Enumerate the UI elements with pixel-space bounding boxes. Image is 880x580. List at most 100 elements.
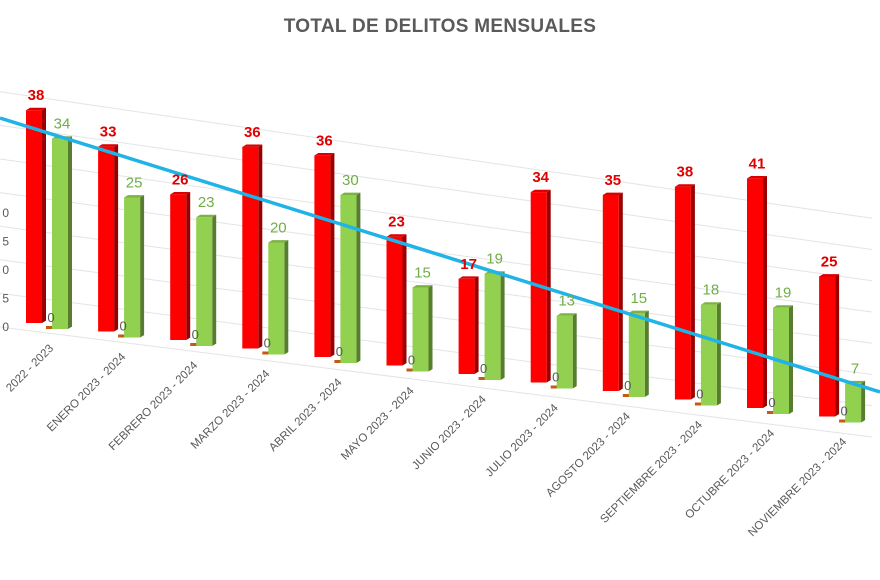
category-label: ENERO 2023 - 2024 bbox=[45, 351, 128, 434]
bar-series-1-top bbox=[386, 234, 407, 237]
bar-series-2-side bbox=[716, 302, 721, 406]
bar-series-2-top bbox=[340, 192, 361, 195]
data-label-series-3: 0 bbox=[480, 361, 487, 376]
bar-series-2-side bbox=[572, 313, 577, 389]
bar-series-2-side bbox=[356, 192, 361, 363]
bar-series-2-side bbox=[68, 136, 72, 329]
bar-series-2-front bbox=[340, 195, 357, 363]
bar-series-1 bbox=[602, 192, 623, 391]
gridline bbox=[0, 124, 873, 251]
bar-series-2-front bbox=[845, 383, 862, 423]
bar-series-1 bbox=[26, 107, 46, 323]
bar-series-1-top bbox=[98, 144, 119, 147]
data-label-series-3: 0 bbox=[47, 310, 54, 325]
bar-series-2-front bbox=[196, 217, 213, 346]
bar-series-1-top bbox=[458, 276, 479, 279]
bar-series-2-front bbox=[412, 287, 429, 372]
bar-series-2 bbox=[845, 380, 866, 423]
bar-series-1-front bbox=[314, 155, 331, 357]
bar-series-2-front bbox=[700, 304, 717, 406]
gridline bbox=[0, 326, 873, 438]
data-label-series-3: 0 bbox=[552, 370, 559, 385]
bar-series-1-top bbox=[819, 274, 840, 277]
data-label-series-2: 19 bbox=[486, 251, 503, 268]
bar-series-2-front bbox=[124, 197, 141, 338]
bar-series-2-front bbox=[52, 138, 68, 329]
bar-series-1-side bbox=[42, 107, 46, 323]
bar-series-1-front bbox=[458, 278, 475, 374]
bar-series-2-front bbox=[268, 242, 285, 355]
bar-series-1-side bbox=[763, 176, 767, 408]
data-label-series-1: 38 bbox=[28, 87, 45, 104]
bar-series-2-side bbox=[140, 195, 145, 338]
bar-series-1-front bbox=[98, 146, 115, 332]
bars bbox=[26, 107, 866, 423]
data-label-series-1: 34 bbox=[532, 169, 549, 186]
data-label-series-1: 36 bbox=[244, 124, 261, 141]
y-tick-label: 0 bbox=[2, 206, 9, 220]
bar-series-1-side bbox=[690, 184, 695, 400]
bar-series-2-side bbox=[284, 240, 289, 355]
data-label-series-3: 0 bbox=[192, 327, 199, 342]
bar-series-2-top bbox=[700, 302, 721, 305]
bar-series-1 bbox=[747, 176, 767, 408]
bar-series-2-front bbox=[556, 315, 573, 389]
bar-series-1-top bbox=[314, 153, 335, 156]
trendline bbox=[0, 116, 880, 394]
bar-series-1-front bbox=[819, 276, 836, 417]
bar-series-1-top bbox=[242, 144, 263, 147]
bar-series-2 bbox=[268, 240, 289, 355]
bar-series-2-side bbox=[789, 305, 793, 414]
data-label-series-3: 0 bbox=[624, 378, 631, 393]
data-label-series-2: 30 bbox=[342, 172, 359, 189]
bar-series-1-top bbox=[26, 107, 46, 111]
category-label: 2022 - 2023 bbox=[4, 343, 56, 395]
data-label-series-1: 36 bbox=[316, 132, 333, 149]
gridline bbox=[0, 259, 873, 375]
data-label-series-3: 0 bbox=[840, 404, 847, 419]
category-label: JUNIO 2023 - 2024 bbox=[410, 393, 489, 472]
category-label: AGOSTO 2023 - 2024 bbox=[544, 410, 633, 499]
bar-series-1-side bbox=[546, 189, 551, 383]
bar-series-1-front bbox=[170, 194, 187, 340]
bar-series-1-front bbox=[747, 178, 763, 408]
bar-series-2-side bbox=[644, 310, 649, 397]
trendline-line bbox=[0, 116, 880, 394]
data-label-series-3: 0 bbox=[696, 387, 703, 402]
bar-series-1 bbox=[386, 234, 407, 366]
bar-series-2 bbox=[340, 192, 361, 363]
y-tick-label: 5 bbox=[2, 235, 9, 249]
bar-series-1-front bbox=[674, 186, 691, 400]
data-label-series-3: 0 bbox=[768, 395, 775, 410]
category-label: ABRIL 2023 - 2024 bbox=[267, 376, 345, 454]
bar-series-1-side bbox=[835, 274, 840, 417]
y-tick-label: 0 bbox=[2, 320, 9, 334]
data-label-series-2: 15 bbox=[630, 290, 647, 307]
data-labels: 38 34 0 33 25 0 26 23 0 36 20 0 36 30 0 23 15 0 17 19 0 34 13 0… bbox=[28, 87, 860, 418]
bar-series-1-front bbox=[242, 146, 259, 349]
bar-series-1-side bbox=[474, 276, 479, 374]
bar-series-1 bbox=[98, 144, 119, 332]
data-label-series-2: 15 bbox=[414, 265, 431, 282]
data-label-series-1: 23 bbox=[388, 214, 405, 231]
bar-series-1 bbox=[458, 276, 479, 374]
bar-series-2 bbox=[556, 313, 577, 389]
category-label: JULIO 2023 - 2024 bbox=[484, 402, 562, 480]
data-label-series-3: 0 bbox=[336, 344, 343, 359]
bar-series-1-side bbox=[402, 234, 407, 366]
bar-series-1-front bbox=[386, 236, 403, 366]
bar-series-1 bbox=[170, 192, 191, 340]
y-tick-label: 0 bbox=[2, 263, 9, 277]
bar-series-1-side bbox=[258, 144, 263, 349]
bar-series-2-side bbox=[428, 285, 433, 372]
chart-title: TOTAL DE DELITOS MENSUALES bbox=[283, 16, 597, 37]
data-label-series-2: 7 bbox=[851, 360, 859, 377]
gridline bbox=[0, 292, 873, 407]
bar-series-1-front bbox=[26, 110, 42, 323]
bar-series-1-top bbox=[602, 192, 623, 195]
gridline bbox=[0, 225, 873, 344]
data-label-series-2: 20 bbox=[270, 220, 287, 237]
bar-series-2-front bbox=[628, 313, 645, 397]
